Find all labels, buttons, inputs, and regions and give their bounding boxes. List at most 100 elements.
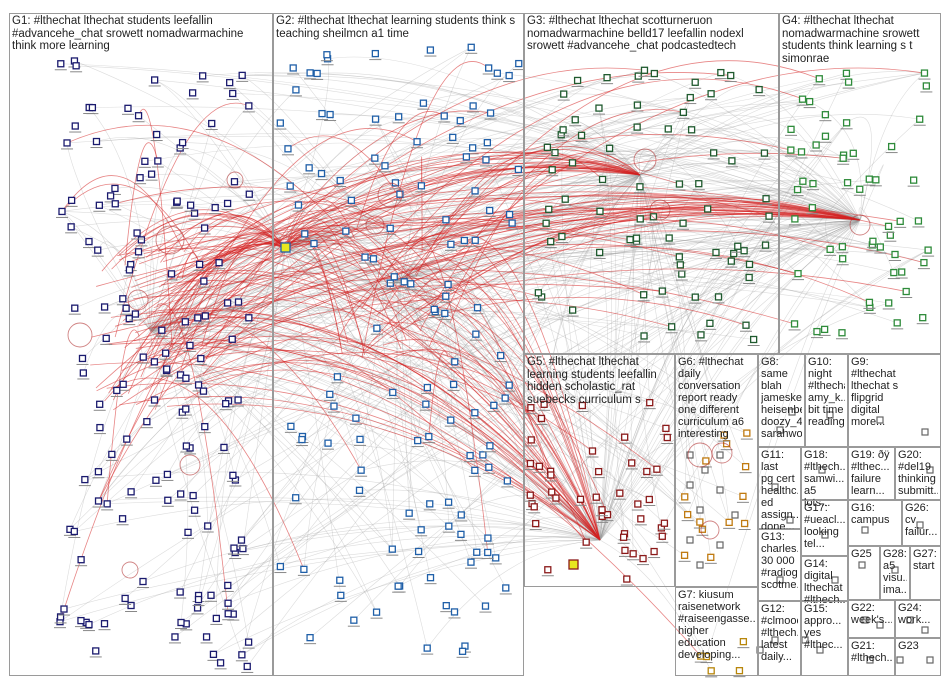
edge — [284, 219, 346, 249]
group-g12-label: G12: #clmooc #lthech... latest daily... — [761, 603, 798, 663]
group-g23[interactable]: G23 — [895, 638, 941, 676]
group-g6[interactable]: G6: #lthechat daily conversation report … — [675, 354, 758, 587]
vertex — [458, 647, 467, 655]
self-loop-ring — [127, 289, 149, 311]
vertex — [276, 562, 285, 571]
vertex — [414, 436, 422, 445]
vertex — [57, 60, 65, 68]
vertex — [821, 132, 830, 140]
edge — [399, 77, 608, 281]
edge — [66, 142, 151, 331]
group-g7[interactable]: G7: kiusum raisenetwork #raiseengasse...… — [675, 587, 758, 676]
group-g16[interactable]: G16: campus — [848, 500, 902, 546]
vertex — [813, 327, 821, 336]
group-g28[interactable]: G28: a5 visu... ima... — [880, 546, 910, 600]
vertex — [790, 320, 799, 328]
edge — [149, 329, 377, 613]
group-g3[interactable]: G3: #lthechat lthechat scotturneruon nom… — [524, 13, 779, 354]
group-g13[interactable]: G13: charles... 30 000 #radiog... scotme… — [758, 529, 801, 601]
vertex — [548, 166, 556, 174]
vertex — [680, 551, 689, 559]
vertex — [67, 223, 75, 231]
edge — [599, 249, 929, 541]
edge — [60, 329, 151, 617]
vertex — [776, 576, 784, 584]
group-g19[interactable]: G19: ðÿ #lthec... failure learn... — [848, 447, 895, 500]
edge — [599, 189, 798, 541]
group-g12[interactable]: G12: #clmooc #lthech... latest daily... — [758, 601, 801, 676]
vertex — [596, 207, 604, 215]
vertex — [919, 314, 927, 322]
group-g15-label: G15: appro... yes #lthec... — [804, 603, 843, 651]
edge — [149, 329, 486, 607]
group-g9[interactable]: G9: #lthechat lthechat s flipgrid digita… — [848, 354, 941, 447]
vertex — [194, 381, 203, 389]
edge — [241, 537, 601, 656]
edge-highlighted — [115, 186, 411, 221]
edge — [360, 279, 401, 471]
group-g27[interactable]: G27: start — [910, 546, 941, 600]
vertex — [861, 616, 869, 624]
group-g5[interactable]: G5: #lthechat lthechat learning students… — [524, 354, 675, 587]
vertex — [181, 318, 189, 326]
edge — [142, 525, 601, 582]
vertex — [292, 494, 300, 502]
edge-highlighted — [190, 242, 446, 297]
vertex — [113, 386, 121, 395]
group-g2[interactable]: G2: #lthechat lthechat learning students… — [273, 13, 524, 676]
edge-highlighted — [159, 346, 601, 541]
vertex — [449, 380, 458, 389]
group-g16-label: G16: campus — [851, 502, 890, 526]
edge — [497, 72, 861, 221]
vertex — [686, 451, 694, 459]
vertex — [676, 261, 684, 269]
vertex — [842, 69, 851, 77]
edge — [76, 65, 861, 221]
vertex — [741, 462, 750, 471]
group-g17[interactable]: G17: #ueacl... looking tel... — [801, 500, 848, 556]
edge — [227, 536, 601, 604]
vertex — [540, 400, 548, 408]
edge-highlighted — [284, 198, 356, 249]
edge — [154, 79, 286, 249]
vertex — [681, 493, 689, 501]
group-g24[interactable]: G24: work... — [895, 600, 941, 638]
vertex — [133, 229, 141, 237]
vertex — [456, 117, 464, 125]
vertex — [742, 321, 750, 329]
group-g26[interactable]: G26: cv failur... — [902, 500, 941, 546]
group-g18[interactable]: G18: #lthech... samwi... a5 lots... — [801, 447, 848, 509]
vertex — [714, 293, 723, 301]
group-g21[interactable]: G21: #lthech... — [848, 638, 895, 676]
group-g15[interactable]: G15: appro... yes #lthec... — [801, 601, 848, 676]
vertex — [559, 126, 567, 134]
group-g1[interactable]: G1: #lthechat lthechat students leefalli… — [9, 13, 273, 676]
vertex — [389, 388, 397, 397]
vertex — [621, 433, 629, 441]
group-g4[interactable]: G4: #lthechat lthechat nomadwarmachine s… — [779, 13, 941, 354]
vertex — [716, 486, 724, 494]
vertex — [771, 483, 779, 491]
edge — [284, 75, 639, 249]
vertex — [118, 515, 127, 523]
vertex — [623, 575, 631, 583]
vertex — [182, 405, 190, 413]
vertex — [686, 536, 694, 544]
vertex — [760, 149, 769, 157]
group-g11[interactable]: G11: last pg cert healthc... ed assign..… — [758, 447, 801, 533]
group-g10[interactable]: G10: night #lthechat amy_k... bit time r… — [805, 354, 848, 447]
edge — [599, 488, 650, 541]
group-g14[interactable]: G14: digital lthechat #lthech... — [801, 556, 848, 606]
edge — [639, 137, 844, 176]
vertex — [386, 224, 394, 232]
group-g22[interactable]: G22: week's... — [848, 600, 895, 638]
vertex — [739, 492, 747, 501]
group-g20[interactable]: G20: #del19 thinking submitt... — [895, 447, 941, 500]
group-g25[interactable]: G25 — [848, 546, 880, 600]
edge — [284, 150, 802, 249]
edge — [327, 56, 641, 176]
edge — [599, 249, 929, 541]
edge — [802, 98, 862, 221]
group-g8[interactable]: G8: same blah jameskent0... heisenbergb.… — [758, 354, 805, 447]
edge — [679, 207, 861, 258]
